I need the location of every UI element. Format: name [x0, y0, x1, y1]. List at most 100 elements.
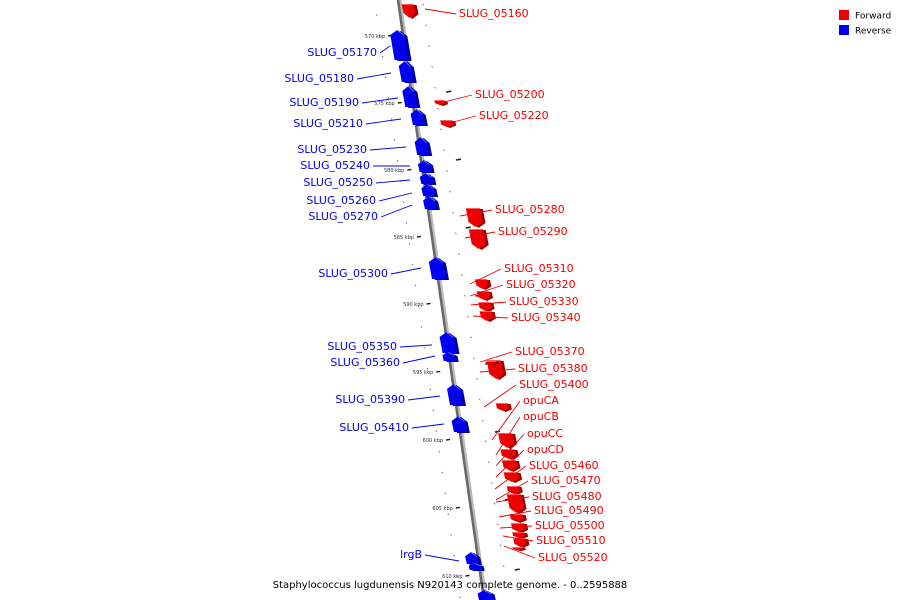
gene-feature-slug-05270[interactable] [423, 196, 440, 210]
gene-label-slug-05240[interactable]: SLUG_05240 [300, 159, 410, 172]
gene-feature-slug-05250[interactable] [419, 173, 437, 185]
gene-label-slug-05200[interactable]: SLUG_05200 [439, 88, 545, 104]
gene-feature-slug-05490[interactable] [510, 523, 529, 533]
gene-label-opuca[interactable]: opuCA [491, 394, 559, 441]
gene-label-slug-05380[interactable]: SLUG_05380 [479, 362, 588, 375]
gene-feature-slug-05410[interactable] [451, 416, 470, 433]
gene-feature-slug-05240[interactable] [417, 160, 435, 173]
kbp-tick-label: 605 kbp [432, 506, 452, 512]
gene-name: SLUG_05160 [459, 7, 529, 20]
gene-feature-opuca[interactable] [498, 433, 518, 449]
gene-label-lrgb[interactable]: lrgB [400, 548, 460, 562]
minor-tick [438, 450, 441, 453]
gene-feature-slug-05200[interactable] [434, 100, 449, 106]
gene-feature-slug-05170[interactable] [390, 30, 412, 61]
gene-label-slug-05410[interactable]: SLUG_05410 [339, 421, 445, 434]
gene-label-opucd[interactable]: opuCD [495, 443, 564, 478]
gene-feature-slug-05320[interactable] [476, 291, 493, 301]
gene-label-slug-05370[interactable]: SLUG_05370 [479, 345, 585, 363]
gene-label-slug-05360[interactable]: SLUG_05360 [330, 355, 436, 369]
gene-name: SLUG_05180 [284, 72, 354, 85]
gene-name: SLUG_05220 [479, 109, 549, 122]
gene-label-slug-05250[interactable]: SLUG_05250 [303, 176, 411, 189]
gene-feature-slug-05470[interactable] [506, 494, 527, 514]
gene-feature-slug-05350[interactable] [439, 332, 460, 354]
gene-feature-slug-05300[interactable] [428, 257, 449, 280]
kbp-tick-mark [445, 438, 451, 441]
minor-tick [481, 419, 484, 422]
gene-feature-lrgb[interactable] [465, 552, 482, 565]
kbp-tick-mark [397, 101, 402, 104]
gene-name: SLUG_05330 [509, 295, 579, 308]
gene-feature-slug-05500[interactable] [512, 532, 529, 539]
gene-feature-slug-05220[interactable] [440, 120, 457, 128]
gene-label-slug-05330[interactable]: SLUG_05330 [470, 295, 579, 308]
gene-label-slug-05300[interactable]: SLUG_05300 [318, 267, 422, 280]
gene-label-slug-05310[interactable]: SLUG_05310 [469, 262, 574, 285]
gene-label-slug-05220[interactable]: SLUG_05220 [445, 109, 549, 125]
gene-label-slug-05270[interactable]: SLUG_05270 [308, 204, 413, 223]
gene-name: SLUG_05410 [339, 421, 409, 434]
minor-tick [493, 502, 496, 505]
gene-label-slug-05160[interactable]: SLUG_05160 [424, 7, 529, 20]
gene-label-slug-05400[interactable]: SLUG_05400 [483, 378, 589, 408]
gene-feature-opucc[interactable] [501, 460, 521, 472]
minor-tick [452, 211, 454, 214]
gene-name: SLUG_05230 [297, 143, 367, 156]
gene-feature-slug-05380[interactable] [485, 361, 500, 365]
gene-feature-slug-05360[interactable] [442, 352, 459, 362]
gene-label-slug-05180[interactable]: SLUG_05180 [284, 72, 392, 85]
kbp-tick-label: 595 kbp [413, 370, 433, 376]
gene-feature-slug-05310[interactable] [474, 279, 492, 290]
minor-tick [446, 170, 448, 172]
gene-feature-slug-05390[interactable] [447, 384, 467, 406]
gene-feature-slug-05520[interactable] [512, 547, 526, 551]
gene-label-slug-05520[interactable]: SLUG_05520 [503, 545, 608, 564]
gene-feature-slug-05210[interactable] [410, 109, 428, 126]
gene-label-slug-05510[interactable]: SLUG_05510 [502, 534, 606, 547]
gene-label-slug-05230[interactable]: SLUG_05230 [297, 143, 407, 156]
gene-feature-slug-05280[interactable] [465, 208, 486, 228]
minor-tick [425, 24, 428, 27]
gene-label-slug-05490[interactable]: SLUG_05490 [498, 504, 604, 518]
gene-feature-slug-05160[interactable] [401, 4, 419, 19]
minor-tick [422, 3, 425, 6]
gene-label-slug-05260[interactable]: SLUG_05260 [306, 192, 413, 207]
gene-feature-slug-05510[interactable] [513, 538, 530, 548]
gene-label-slug-05170[interactable]: SLUG_05170 [307, 45, 391, 59]
gene-label-slug-05320[interactable]: SLUG_05320 [469, 278, 576, 297]
gene-feature-slug-05400[interactable] [495, 403, 512, 412]
gene-label-slug-05290[interactable]: SLUG_05290 [464, 225, 568, 239]
minor-tick [455, 232, 457, 235]
gene-label-slug-05470[interactable]: SLUG_05470 [495, 474, 601, 501]
gene-label-opucc[interactable]: opuCC [495, 427, 563, 467]
gene-feature-slug-05290[interactable] [468, 229, 489, 250]
major-tick [494, 430, 501, 433]
gene-label-opucb[interactable]: opuCB [495, 410, 559, 456]
gene-feature-partial[interactable] [477, 590, 496, 600]
gene-feature-slug-05260[interactable] [421, 184, 439, 197]
gene-label-slug-05340[interactable]: SLUG_05340 [472, 311, 581, 324]
gene-feature-slug-05460[interactable] [506, 486, 523, 495]
gene-feature-slug-05480[interactable] [509, 514, 527, 523]
gene-feature-slug-05230[interactable] [414, 137, 433, 156]
gene-name: opuCA [523, 394, 559, 407]
gene-label-slug-05480[interactable]: SLUG_05480 [495, 490, 602, 503]
gene-name: SLUG_05500 [535, 519, 605, 532]
minor-tick [475, 378, 478, 380]
legend-label: Reverse [855, 27, 892, 37]
gene-label-slug-05280[interactable]: SLUG_05280 [459, 203, 565, 217]
gene-feature-opucd[interactable] [503, 472, 523, 483]
gene-name: SLUG_05170 [307, 46, 377, 59]
gene-label-slug-05460[interactable]: SLUG_05460 [494, 459, 599, 490]
minor-tick [499, 544, 502, 547]
gene-label-slug-05350[interactable]: SLUG_05350 [327, 340, 433, 353]
gene-label-slug-05500[interactable]: SLUG_05500 [499, 519, 605, 532]
gene-feature-slug-05190[interactable] [402, 86, 421, 108]
gene-feature-partial[interactable] [468, 563, 485, 571]
minor-tick [396, 159, 399, 162]
gene-label-slug-05190[interactable]: SLUG_05190 [289, 96, 399, 109]
gene-label-slug-05210[interactable]: SLUG_05210 [293, 117, 402, 130]
gene-feature-slug-05180[interactable] [398, 61, 417, 83]
gene-label-slug-05390[interactable]: SLUG_05390 [335, 393, 441, 406]
